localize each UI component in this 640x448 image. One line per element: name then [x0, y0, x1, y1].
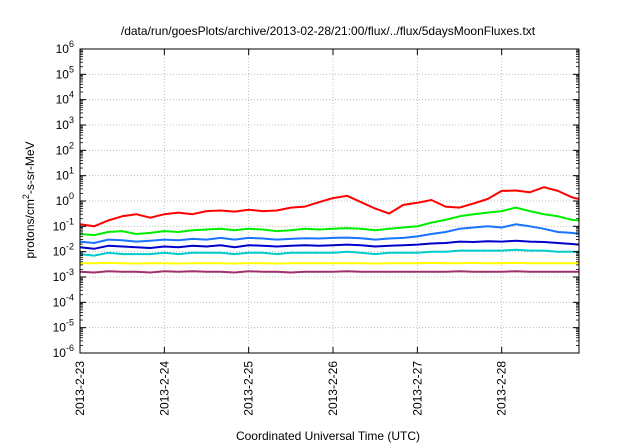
series-line-3	[79, 223, 580, 244]
y-tick-label: 101	[56, 166, 74, 183]
data-series	[79, 186, 580, 274]
x-axis-label: Coordinated Universal Time (UTC)	[236, 429, 420, 443]
gridlines	[80, 49, 579, 353]
series-line-1	[79, 186, 580, 228]
x-tick-label: 2013-2-27	[410, 361, 424, 416]
y-tick-label: 10-4	[53, 292, 74, 309]
y-tick-label: 10-2	[53, 242, 74, 259]
y-axis-label: protons/cm2-s-sr-MeV	[21, 141, 37, 258]
x-tick-label: 2013-2-23	[73, 361, 87, 416]
y-tick-label: 10-1	[53, 216, 74, 233]
y-tick-label: 105	[56, 64, 74, 81]
y-tick-label: 10-5	[53, 318, 74, 335]
chart-title: /data/run/goesPlots/archive/2013-02-28/2…	[121, 24, 536, 38]
y-tick-label: 10-6	[53, 343, 74, 360]
series-line-4	[79, 239, 580, 250]
x-tick-label: 2013-2-28	[495, 361, 509, 416]
series-line-2	[79, 206, 580, 237]
x-tick-label: 2013-2-24	[157, 361, 171, 416]
y-tick-label: 103	[56, 115, 74, 132]
series-line-6	[80, 261, 579, 265]
y-tick-label: 106	[56, 39, 74, 56]
y-tick-label: 104	[56, 90, 74, 107]
y-tick-labels: 10-6 10-5 10-4 10-3 10-2 10-1 100 101 102 103 104 1…	[53, 39, 74, 360]
y-tick-label: 10-3	[53, 267, 74, 284]
axis-ticks	[79, 48, 579, 354]
x-tick-labels: 2013-2-23 2013-2-24 2013-2-25 2013-2-26 2013…	[73, 361, 509, 416]
x-tick-label: 2013-2-25	[242, 361, 256, 416]
series-line-7	[79, 270, 579, 274]
y-tick-label: 100	[56, 191, 74, 208]
series-line-5	[79, 248, 579, 257]
y-tick-label: 102	[56, 140, 74, 157]
x-tick-label: 2013-2-26	[326, 361, 340, 416]
